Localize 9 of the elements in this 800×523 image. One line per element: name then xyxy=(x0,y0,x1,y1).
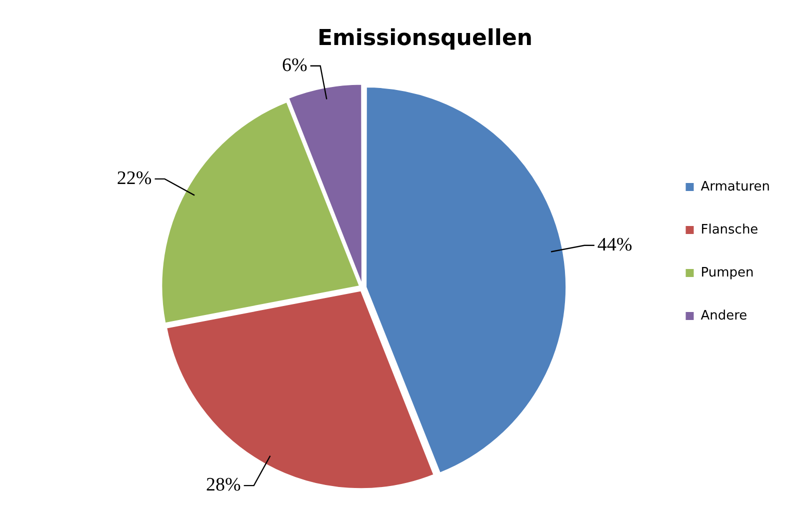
data-label: 28% xyxy=(206,474,242,496)
legend-label: Armaturen xyxy=(700,179,770,194)
legend-label: Andere xyxy=(700,308,748,324)
data-label: 6% xyxy=(282,54,308,76)
legend-label: Pumpen xyxy=(700,265,754,280)
legend-label: Flansche xyxy=(700,222,758,238)
chart-title: Emissionsquellen xyxy=(317,26,533,51)
data-label: 22% xyxy=(116,168,152,189)
data-label: 44% xyxy=(597,234,632,256)
